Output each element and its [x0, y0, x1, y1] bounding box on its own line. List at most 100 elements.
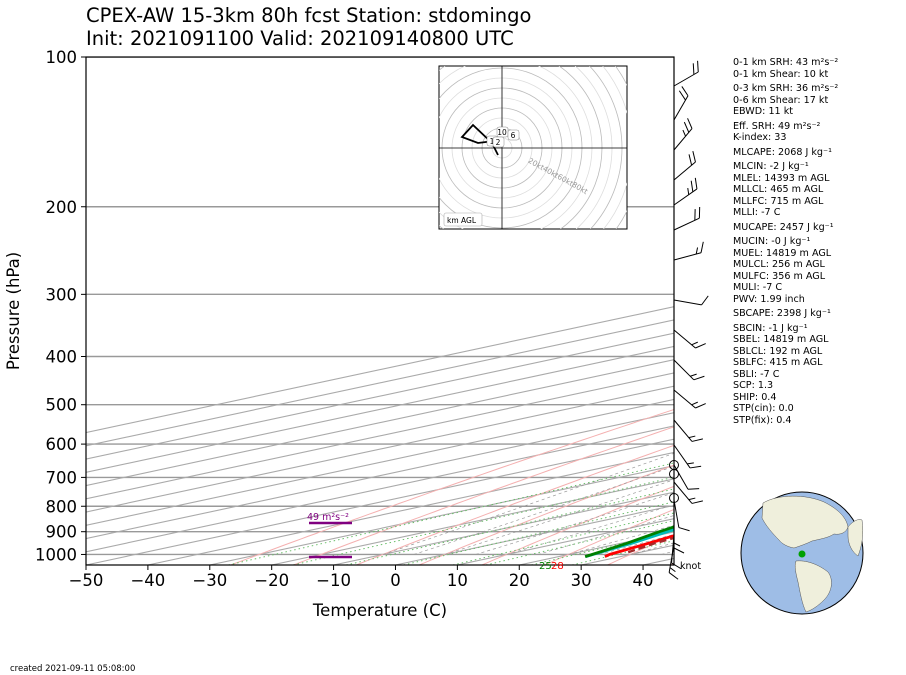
- moist-adiabat: [413, 465, 674, 555]
- barb-half: [673, 542, 681, 547]
- barb-staff: [673, 252, 702, 261]
- barb-full: [678, 90, 686, 101]
- barb-staff: [673, 217, 700, 231]
- barb-full: [695, 403, 706, 409]
- y-tick-label: 500: [46, 396, 78, 415]
- hodograph-legend-label: km AGL: [447, 216, 477, 225]
- barb-staff: [673, 444, 691, 469]
- barb-half: [687, 187, 690, 195]
- barb-half: [688, 435, 696, 439]
- barb-half: [682, 129, 687, 137]
- y-tick-label: 200: [46, 198, 78, 217]
- wind-barb: [673, 206, 701, 231]
- y-tick-label: 1000: [35, 545, 77, 564]
- y-tick-label: 400: [46, 348, 78, 367]
- x-tick-label: −40: [130, 571, 165, 590]
- mixing-ratio-line: [228, 462, 674, 565]
- barb-staff: [673, 389, 696, 409]
- wind-barb: [673, 359, 705, 381]
- barb-staff: [673, 71, 699, 87]
- x-tick-label: −10: [316, 571, 351, 590]
- globe-land-africa: [847, 519, 864, 557]
- y-tick-label: 700: [46, 468, 78, 487]
- figure-title-line2: Init: 2021091100 Valid: 202109140800 UTC: [86, 27, 514, 50]
- x-axis-label: Temperature (C): [312, 601, 447, 620]
- index-line: MULI: -7 C: [733, 282, 783, 293]
- hodograph-height-label: 10: [497, 128, 507, 137]
- y-axis-label: Pressure (hPa): [4, 252, 23, 370]
- barb-full: [692, 63, 695, 75]
- surface-temp-label: 28: [551, 561, 564, 572]
- index-line: SBEL: 14819 m AGL: [733, 334, 829, 345]
- index-line: MULCL: 256 m AGL: [733, 259, 825, 270]
- barb-half: [690, 373, 697, 377]
- indices-panel: 0-1 km SRH: 43 m²s⁻² 0-1 km Shear: 10 kt 0…: [733, 57, 903, 426]
- y-tick-label: 100: [46, 48, 78, 67]
- barb-half: [669, 567, 676, 573]
- index-line: SBLFC: 415 m AGL: [733, 357, 823, 368]
- hodograph-height-label: 6: [511, 131, 516, 140]
- index-line: MUEL: 14819 m AGL: [733, 247, 832, 259]
- index-line: Eff. SRH: 49 m²s⁻²: [733, 120, 821, 132]
- index-line: EBWD: 11 kt: [733, 106, 794, 117]
- x-tick-label: −20: [254, 571, 289, 590]
- moist-adiabat: [506, 504, 674, 555]
- y-tick-label: 600: [46, 435, 78, 454]
- wind-barb: [673, 118, 693, 151]
- hodograph-height-label: 1: [490, 137, 495, 146]
- wind-barb: [673, 241, 704, 261]
- station-marker: [798, 550, 806, 558]
- index-line: MUCIN: -0 J kg⁻¹: [733, 236, 811, 247]
- x-tick-label: 10: [447, 571, 468, 590]
- isotherm: [86, 359, 674, 487]
- isotherm: [86, 306, 674, 434]
- globe-locator-map: [740, 491, 864, 615]
- dry-adiabat: [356, 444, 674, 565]
- barb-staff: [673, 128, 693, 151]
- dry-adiabat: [230, 408, 674, 565]
- eff-srh-label: 49 m²s⁻²: [307, 512, 349, 523]
- index-line: 0-6 km Shear: 17 kt: [733, 94, 829, 106]
- barb-full: [687, 488, 700, 490]
- hodograph-height-box: [507, 129, 520, 141]
- x-tick-label: 30: [571, 571, 592, 590]
- index-line: MLLCL: 465 m AGL: [733, 184, 824, 195]
- barb-full: [695, 343, 706, 349]
- barb-staff: [673, 95, 689, 121]
- index-line: SBCAPE: 2398 J kg⁻¹: [733, 308, 831, 319]
- barb-staff: [673, 419, 693, 442]
- index-line: MLLFC: 715 m AGL: [733, 195, 824, 207]
- index-line: MULFC: 356 m AGL: [733, 270, 826, 282]
- wind-barb: [673, 151, 696, 181]
- barb-full: [687, 118, 693, 129]
- globe-land-north-america: [761, 495, 849, 549]
- figure-title-line1: CPEX-AW 15-3km 80h fcst Station: stdomin…: [86, 4, 532, 27]
- dry-adiabat: [481, 485, 674, 565]
- barb-staff: [673, 161, 696, 181]
- isotherm: [147, 451, 674, 565]
- isotherm: [86, 372, 674, 500]
- index-line: 0-1 km SRH: 43 m²s⁻²: [733, 57, 839, 68]
- barb-staff: [673, 481, 693, 504]
- x-tick-label: −50: [69, 571, 104, 590]
- barb-full: [700, 241, 704, 253]
- barb-staff: [673, 499, 680, 528]
- barb-full: [688, 154, 693, 166]
- wind-barb: [673, 86, 689, 121]
- index-line: STP(fix): 0.4: [733, 414, 792, 426]
- barb-full: [694, 177, 698, 190]
- isotherm: [86, 385, 674, 513]
- wind-barb: [673, 419, 703, 442]
- index-line: MUCAPE: 2457 J kg⁻¹: [733, 221, 834, 233]
- globe-land-south-america: [794, 560, 832, 613]
- calm-wind-circle: [669, 469, 679, 479]
- x-tick-label: 0: [390, 571, 401, 590]
- index-line: SBLCL: 192 m AGL: [733, 345, 823, 357]
- x-tick-label: 40: [633, 571, 654, 590]
- barb-full: [668, 572, 679, 580]
- barb-half: [687, 462, 694, 465]
- index-line: MLCIN: -2 J kg⁻¹: [733, 161, 809, 172]
- y-tick-label: 900: [46, 523, 78, 542]
- wind-barb: [668, 544, 679, 580]
- barb-full: [673, 547, 685, 554]
